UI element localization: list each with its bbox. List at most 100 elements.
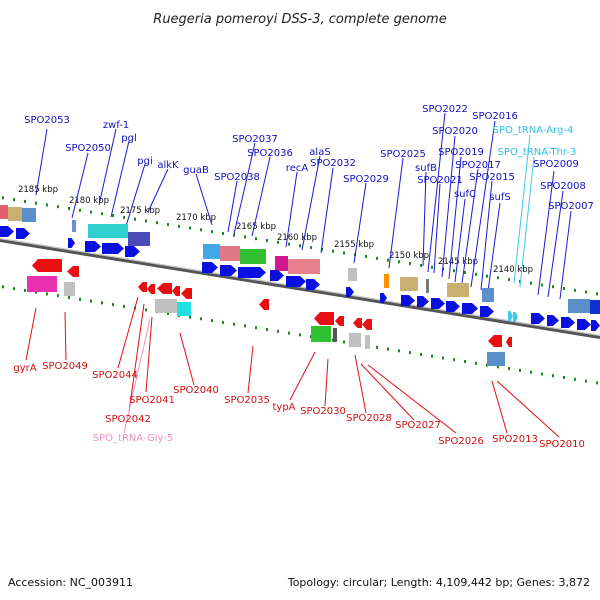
- track-dot: [156, 221, 158, 225]
- gene-arrow: [172, 286, 180, 296]
- genome-backbone: [0, 238, 600, 339]
- track-dot: [112, 214, 114, 218]
- gene-label: recA: [286, 163, 309, 174]
- track-dot: [233, 233, 235, 237]
- gene-arrow: [431, 298, 445, 309]
- accession-text: Accession: NC_003911: [8, 576, 133, 589]
- gene-arrow: [102, 243, 124, 254]
- gene-label: SPO2044: [92, 370, 138, 381]
- gene-label: pgl: [121, 133, 136, 144]
- reverse-feature-blocks: [27, 276, 505, 366]
- gene-label: SPO2042: [105, 414, 151, 425]
- gene-label: SPO2017: [455, 160, 501, 171]
- track-dot: [497, 276, 499, 280]
- gene-arrow: [286, 276, 306, 287]
- scale-tick-label: 2155 kbp: [334, 240, 374, 250]
- track-dot: [398, 260, 400, 264]
- track-dot: [101, 212, 103, 216]
- scale-tick-label: 2180 kbp: [69, 196, 109, 206]
- gene-label: sufS: [489, 192, 510, 203]
- track-dot: [376, 256, 378, 260]
- gene-arrow: [85, 241, 101, 252]
- gene-label: SPO2019: [438, 147, 484, 158]
- track-dot: [266, 328, 268, 331]
- gene-arrow: [353, 318, 362, 328]
- gene-arrow: [238, 267, 266, 278]
- track-dot: [552, 374, 554, 378]
- track-dot: [464, 271, 466, 274]
- gene-arrow: [306, 279, 320, 290]
- gene-arrow: [125, 246, 140, 257]
- track-dot: [332, 249, 334, 253]
- track-dot: [123, 215, 125, 219]
- track-dot: [79, 297, 81, 301]
- gene-arrow: [506, 337, 512, 347]
- gene-arrow: [147, 284, 155, 294]
- track-dot: [189, 226, 191, 230]
- track-dot: [244, 324, 246, 328]
- gene-arrow: [591, 320, 600, 331]
- gene-arrow: [0, 226, 14, 237]
- trna-arrows: [508, 311, 518, 322]
- track-dot: [574, 377, 576, 381]
- track-dot: [398, 349, 400, 353]
- track-dot: [486, 274, 488, 278]
- track-dot: [431, 354, 433, 358]
- gene-label: SPO2025: [380, 149, 426, 160]
- gene-arrow: [488, 335, 502, 347]
- gene-arrow: [462, 303, 478, 314]
- track-dot: [277, 329, 279, 333]
- scale-tick-label: 2160 kbp: [277, 233, 317, 243]
- track-dot: [420, 352, 422, 356]
- track-dot: [299, 333, 301, 337]
- track-dot: [112, 303, 114, 307]
- track-dot: [57, 294, 59, 298]
- gene-arrow: [181, 288, 192, 299]
- gene-arrow: [220, 265, 237, 276]
- scale-tick-label: 2145 kbp: [438, 257, 478, 267]
- track-dot: [35, 290, 37, 294]
- scale-ticks: 2185 kbp 2180 kbp 2175 kbp 2170 kbp 2165 kbp…: [18, 185, 533, 275]
- gene-arrow: [202, 262, 218, 273]
- scale-tick-label: 2150 kbp: [389, 251, 429, 261]
- track-dot: [13, 198, 15, 202]
- gene-label: SPO_tRNA-Arg-4: [493, 125, 574, 136]
- track-dot: [475, 361, 477, 365]
- gene-arrow: [547, 315, 559, 326]
- reverse-gene-arrows: [32, 259, 512, 347]
- scale-tick-label: 2185 kbp: [18, 185, 58, 195]
- gene-label: SPO2021: [417, 175, 463, 186]
- gene-arrow: [138, 282, 147, 292]
- track-dot: [310, 246, 312, 250]
- gene-arrow: [16, 228, 30, 239]
- track-dot: [90, 299, 92, 303]
- trna-gly-leader-line: [123, 318, 151, 434]
- track-dot: [387, 347, 389, 351]
- track-dot: [101, 301, 103, 305]
- track-dot: [596, 381, 598, 385]
- gene-arrow: [270, 270, 284, 281]
- track-dot: [189, 315, 191, 319]
- track-dot: [266, 239, 268, 242]
- gene-label: SPO2020: [432, 126, 478, 137]
- gene-label: SPO2050: [65, 143, 111, 154]
- gene-label: SPO2015: [469, 172, 515, 183]
- track-dot: [409, 351, 411, 355]
- scale-tick-label: 2140 kbp: [493, 265, 533, 275]
- track-dot: [178, 224, 180, 228]
- track-dot: [90, 210, 92, 214]
- track-dot: [343, 251, 345, 255]
- track-dot: [585, 379, 587, 383]
- track-dot: [574, 288, 576, 292]
- gene-label: SPO2022: [422, 104, 468, 115]
- gene-arrow: [577, 319, 591, 330]
- forward-feature-blocks: [0, 205, 600, 314]
- gene-arrow: [380, 293, 387, 303]
- gene-label: SPO2013: [492, 434, 538, 445]
- gene-arrow: [446, 301, 460, 312]
- track-dot: [46, 292, 48, 296]
- track-dot: [46, 203, 48, 207]
- track-dot: [2, 285, 4, 289]
- track-dot: [343, 340, 345, 344]
- track-dot: [420, 263, 422, 267]
